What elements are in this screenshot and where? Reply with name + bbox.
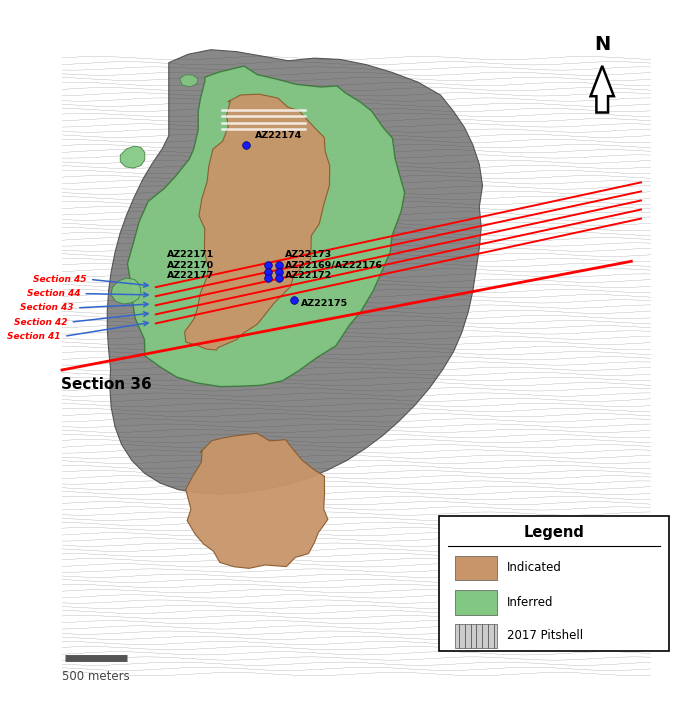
Text: AZ22171: AZ22171 xyxy=(167,250,214,260)
Text: AZ22177: AZ22177 xyxy=(167,271,214,280)
FancyBboxPatch shape xyxy=(456,590,498,614)
Polygon shape xyxy=(120,146,145,168)
Text: AZ22169/AZ22176: AZ22169/AZ22176 xyxy=(285,261,383,270)
Text: AZ22175: AZ22175 xyxy=(302,300,348,308)
Text: Section 42: Section 42 xyxy=(14,318,67,326)
Polygon shape xyxy=(111,278,141,304)
Text: N: N xyxy=(594,36,610,55)
FancyBboxPatch shape xyxy=(439,515,669,651)
Text: 2017 Pitshell: 2017 Pitshell xyxy=(507,630,583,643)
Text: Inferred: Inferred xyxy=(507,595,554,608)
Text: Section 44: Section 44 xyxy=(26,289,80,298)
Polygon shape xyxy=(186,433,328,569)
Polygon shape xyxy=(107,49,483,494)
Text: Section 41: Section 41 xyxy=(7,332,61,341)
Text: AZ22174: AZ22174 xyxy=(255,132,302,140)
Polygon shape xyxy=(127,66,405,387)
FancyBboxPatch shape xyxy=(456,624,498,648)
Text: Section 45: Section 45 xyxy=(33,275,87,284)
Text: Indicated: Indicated xyxy=(507,561,562,574)
Text: 500 meters: 500 meters xyxy=(62,670,130,683)
Polygon shape xyxy=(591,66,614,113)
Polygon shape xyxy=(184,95,330,350)
Polygon shape xyxy=(180,75,198,87)
Text: Section 36: Section 36 xyxy=(61,377,151,392)
Text: Section 43: Section 43 xyxy=(20,303,74,313)
Text: Legend: Legend xyxy=(523,526,584,540)
Text: AZ22173: AZ22173 xyxy=(285,250,332,260)
Text: AZ22170: AZ22170 xyxy=(167,261,214,270)
Text: AZ22172: AZ22172 xyxy=(285,271,332,280)
FancyBboxPatch shape xyxy=(456,555,498,580)
